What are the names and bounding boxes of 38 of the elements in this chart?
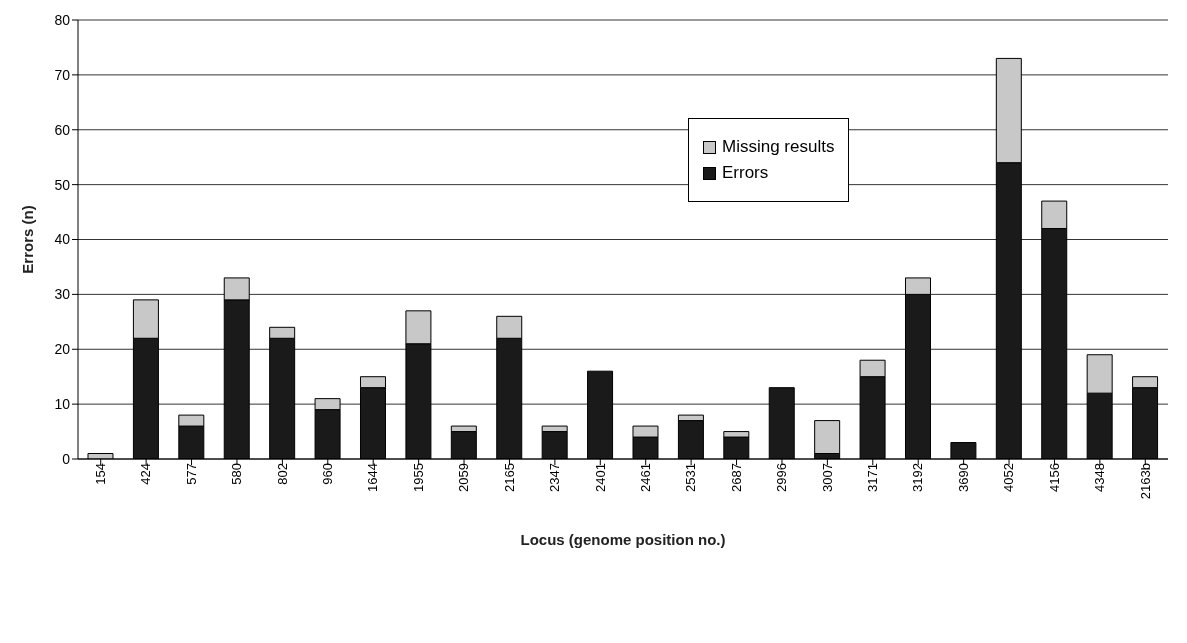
y-tick-label: 70 — [54, 66, 71, 83]
y-tick-label: 50 — [54, 176, 71, 193]
x-tick-label: 802 — [274, 463, 290, 485]
x-axis-title: Locus (genome position no.) — [520, 531, 726, 548]
y-tick-label: 80 — [54, 11, 71, 28]
x-tick-label: 2996 — [774, 463, 790, 492]
x-tick-label: 3192 — [910, 463, 926, 492]
bar — [814, 420, 841, 455]
y-tick-label: 0 — [62, 450, 71, 467]
x-tick-label: 1955 — [410, 463, 426, 492]
x-tick-label: 2461 — [637, 463, 653, 492]
x-tick-label: 3171 — [865, 463, 881, 492]
y-tick-label: 30 — [54, 286, 71, 303]
x-tick-label: 2347 — [547, 463, 563, 492]
x-tick-label: 3690 — [955, 463, 971, 492]
x-tick-label: 4348 — [1092, 463, 1108, 492]
x-tick-label: 577 — [183, 463, 199, 485]
x-tick-label: 154 — [92, 463, 108, 485]
y-tick-label: 40 — [54, 231, 71, 248]
x-tick-label: 580 — [229, 463, 245, 485]
legend-label: Missing results — [722, 137, 835, 157]
x-tick-label: 4156 — [1046, 463, 1062, 492]
x-tick-label: 2687 — [728, 463, 744, 492]
x-tick-label: 2059 — [456, 463, 472, 492]
x-tick-label: 2401 — [592, 463, 608, 492]
x-tick-label: 3007 — [819, 463, 835, 492]
x-tick-label: 424 — [138, 463, 154, 485]
x-tick-label: 1644 — [365, 463, 381, 492]
y-axis-title: Errors (n) — [19, 205, 37, 274]
x-tick-label: 2163b — [1137, 463, 1153, 500]
y-tick-label: 20 — [54, 341, 71, 358]
legend-label: Errors — [722, 163, 769, 183]
y-tick-label: 10 — [54, 396, 71, 413]
x-tick-label: 2165 — [501, 463, 517, 492]
y-tick-label: 60 — [54, 121, 71, 138]
x-tick-label: 4052 — [1001, 463, 1017, 492]
x-tick-label: 2531 — [683, 463, 699, 492]
x-tick-label: 960 — [320, 463, 336, 485]
